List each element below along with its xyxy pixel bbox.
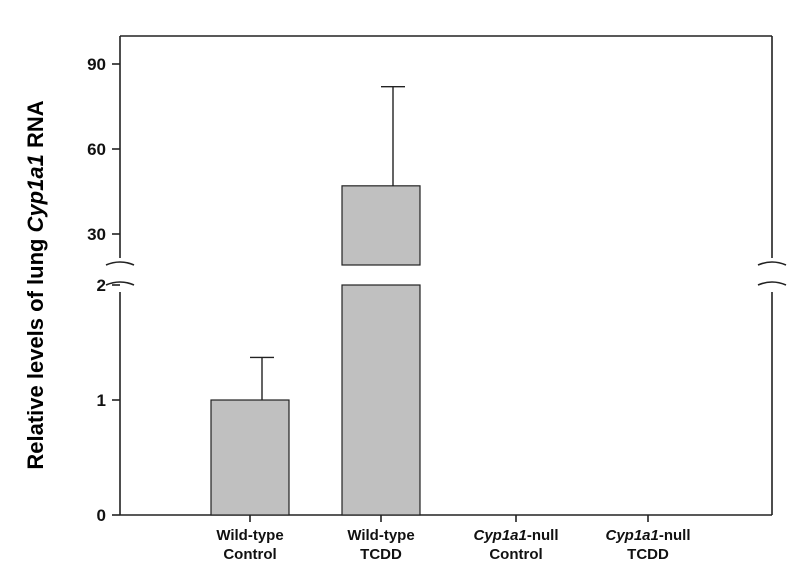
x-category-label-line1: Wild-type — [216, 527, 283, 544]
y-axis-label-part: RNA — [23, 100, 48, 154]
y-axis-label-part: Cyp1a1 — [23, 154, 48, 232]
y-tick-label: 30 — [87, 225, 106, 244]
bar-1-upper — [341, 185, 421, 266]
x-category-label-part: -null — [659, 527, 691, 544]
axis-break-mark-lower-right — [757, 281, 787, 286]
axis-break-mark-lower-left — [105, 281, 135, 286]
chart-labels: 30 60 90 0 1 2 Wild-type Control Wild-type TCDD Cy… — [23, 55, 691, 563]
x-category-label-part: -null — [527, 527, 559, 544]
y-tick-label: 60 — [87, 140, 106, 159]
y-tick-label: 1 — [97, 391, 106, 410]
x-category-label-line2: Control — [223, 546, 276, 563]
y-tick-label: 0 — [97, 506, 106, 525]
x-category-label-part: Cyp1a1 — [605, 527, 658, 544]
y-tick-label: 2 — [97, 276, 106, 295]
x-category-label-line1: Cyp1a1-null — [605, 527, 690, 544]
chart-axes — [105, 35, 787, 522]
y-tick-label: 90 — [87, 55, 106, 74]
axis-break-mark-upper-left — [105, 261, 135, 266]
bar-0 — [210, 399, 290, 516]
x-category-label-part: Cyp1a1 — [473, 527, 526, 544]
x-category-label-line2: Control — [489, 546, 542, 563]
x-category-label-part: Wild-type — [347, 527, 414, 544]
x-category-label-line2: TCDD — [627, 546, 669, 563]
x-category-label-part: Wild-type — [216, 527, 283, 544]
y-axis-label-part: Relative levels of lung — [23, 232, 48, 469]
bar-1-lower — [341, 284, 421, 516]
x-category-label-line2: TCDD — [360, 546, 402, 563]
chart-bars — [210, 85, 422, 516]
x-category-label-line1: Wild-type — [347, 527, 414, 544]
axis-break-mark-upper-right — [757, 261, 787, 266]
bar-break-gap — [340, 266, 422, 284]
y-axis-label: Relative levels of lung Cyp1a1 RNA — [23, 100, 48, 469]
x-category-label-line1: Cyp1a1-null — [473, 527, 558, 544]
